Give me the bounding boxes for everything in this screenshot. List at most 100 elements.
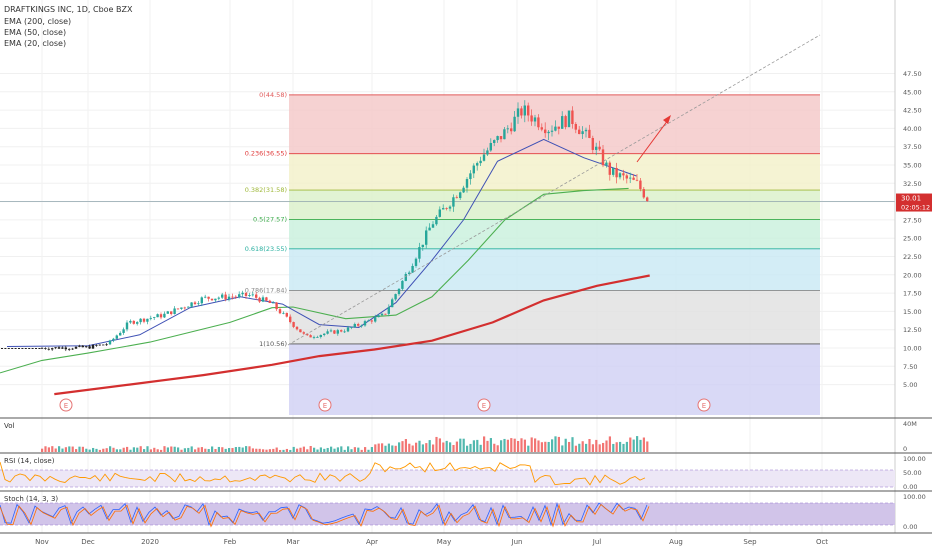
volume-bar[interactable] [449,442,452,452]
volume-bar[interactable] [231,448,234,452]
volume-bar[interactable] [496,445,499,452]
candle[interactable] [459,192,462,199]
candle[interactable] [57,347,61,349]
volume-bar[interactable] [238,446,241,452]
candle[interactable] [472,165,475,174]
volume-bar[interactable] [92,447,95,452]
candle[interactable] [139,318,142,323]
candle[interactable] [574,124,577,130]
candle[interactable] [367,320,370,322]
candle[interactable] [207,296,210,299]
volume-bar[interactable] [629,437,632,452]
volume-bar[interactable] [435,436,438,452]
candle[interactable] [136,322,139,324]
candle[interactable] [401,280,404,289]
ema20-line[interactable] [6,138,637,347]
candle[interactable] [523,105,526,116]
candle[interactable] [397,288,401,295]
candle[interactable] [418,247,421,259]
volume-bar[interactable] [602,442,605,452]
candle[interactable] [190,302,193,307]
candle[interactable] [316,336,319,338]
candle[interactable] [489,142,492,151]
candle[interactable] [333,330,336,334]
candle[interactable] [122,329,125,333]
candle[interactable] [408,272,411,274]
candle[interactable] [68,348,71,350]
volume-bar[interactable] [428,440,431,452]
candle[interactable] [510,128,513,132]
volume-bar[interactable] [245,446,248,452]
volume-bar[interactable] [180,449,183,452]
volume-bar[interactable] [136,447,139,452]
candle[interactable] [248,295,251,296]
volume-bar[interactable] [370,447,373,452]
candle[interactable] [234,296,237,298]
candle[interactable] [370,320,373,322]
candle[interactable] [18,348,20,349]
volume-bar[interactable] [309,446,312,452]
volume-bar[interactable] [268,449,271,452]
volume-bar[interactable] [197,447,200,452]
volume-bar[interactable] [367,449,370,452]
volume-bar[interactable] [292,446,295,452]
candle[interactable] [414,258,418,266]
volume-bar[interactable] [557,436,560,452]
candle[interactable] [292,322,295,327]
volume-bar[interactable] [319,447,322,452]
candle[interactable] [625,175,628,179]
volume-bar[interactable] [595,439,598,452]
volume-bar[interactable] [479,444,482,452]
volume-bar[interactable] [387,443,390,452]
volume-bar[interactable] [85,448,88,452]
candle[interactable] [14,348,17,349]
volume-bar[interactable] [132,447,135,452]
candle[interactable] [421,244,424,248]
volume-bar[interactable] [486,440,489,452]
candle[interactable] [646,197,649,202]
volume-bar[interactable] [343,449,346,452]
volume-bar[interactable] [88,449,91,452]
volume-bar[interactable] [129,449,132,452]
candle[interactable] [11,348,14,349]
candle[interactable] [244,292,248,296]
volume-bar[interactable] [442,442,445,452]
candle[interactable] [193,302,197,305]
candle[interactable] [567,110,571,128]
volume-bar[interactable] [568,441,571,452]
volume-bar[interactable] [160,449,163,452]
volume-bar[interactable] [438,438,441,452]
candle[interactable] [425,230,428,245]
candle[interactable] [21,348,24,349]
volume-bar[interactable] [336,447,339,452]
candle[interactable] [411,265,414,273]
volume-bar[interactable] [330,446,333,452]
candle[interactable] [618,173,622,178]
volume-bar[interactable] [54,448,57,452]
volume-bar[interactable] [156,449,159,452]
volume-bar[interactable] [608,436,611,452]
volume-bar[interactable] [262,449,265,452]
candle[interactable] [204,296,207,298]
candle[interactable] [380,313,384,316]
candle[interactable] [404,273,407,281]
candle[interactable] [183,307,186,309]
volume-bar[interactable] [187,447,190,452]
volume-bar[interactable] [333,448,336,452]
volume-bar[interactable] [619,441,622,452]
volume-bar[interactable] [64,447,67,452]
candle[interactable] [387,307,390,314]
candle[interactable] [479,160,482,164]
candle[interactable] [428,227,431,231]
candle[interactable] [561,116,564,129]
volume-bar[interactable] [622,443,625,452]
volume-bar[interactable] [122,447,125,452]
volume-bar[interactable] [374,444,377,452]
rsi-line[interactable] [0,461,646,486]
volume-bar[interactable] [105,448,108,452]
candle[interactable] [537,117,540,128]
volume-bar[interactable] [503,438,506,452]
candle[interactable] [329,330,333,332]
candle[interactable] [482,154,486,161]
